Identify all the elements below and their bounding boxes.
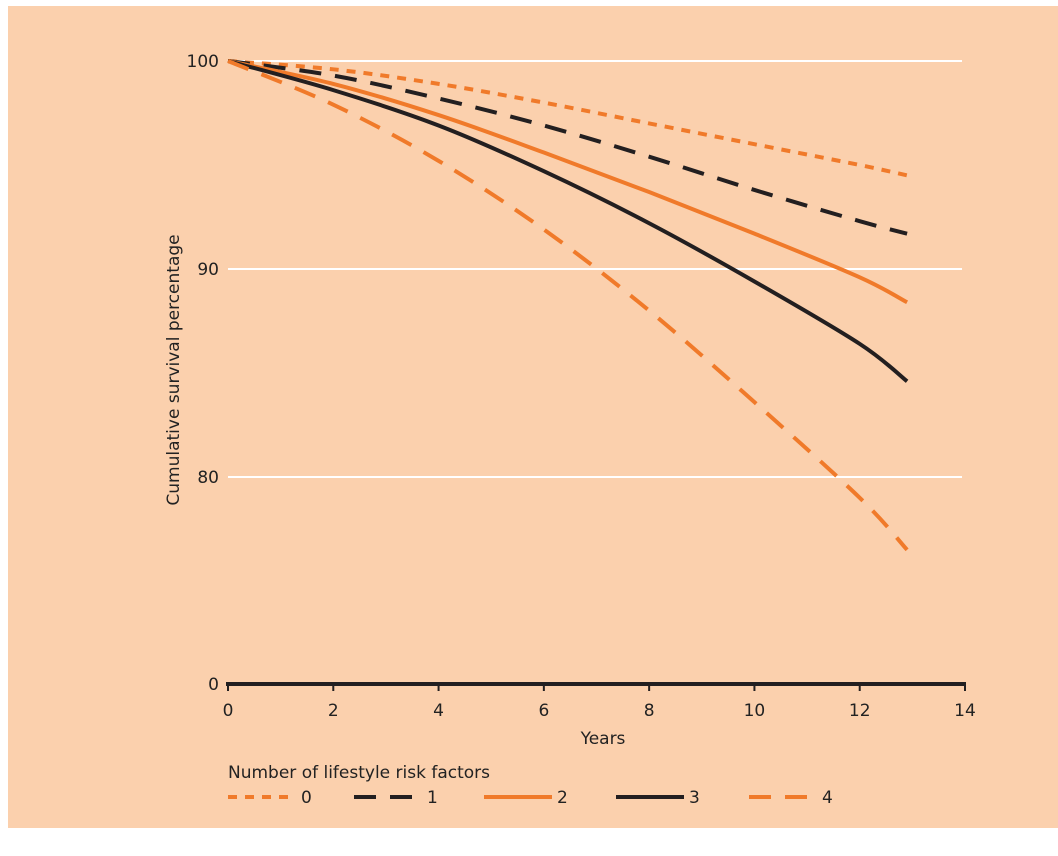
gridlines <box>228 60 962 478</box>
x-tick-label: 4 <box>433 701 444 721</box>
series-line-3 <box>227 59 909 383</box>
y-tick-label: 90 <box>197 260 219 280</box>
y-tick-label: 0 <box>208 675 219 695</box>
series-lines <box>227 59 909 552</box>
x-axis-label: Years <box>580 729 626 749</box>
series-line-1 <box>227 59 908 236</box>
legend-label-1: 1 <box>427 788 438 808</box>
x-tick-label: 6 <box>538 701 549 721</box>
y-axis-label: Cumulative survival percentage <box>164 234 184 505</box>
x-tick-label: 14 <box>954 701 976 721</box>
y-tick-label: 80 <box>197 468 219 488</box>
legend-label-3: 3 <box>689 788 700 808</box>
legend: 0 1 2 3 4 <box>228 788 833 808</box>
series-line-0 <box>227 59 908 178</box>
y-tick-label: 100 <box>187 52 219 72</box>
legend-label-2: 2 <box>557 788 568 808</box>
x-tick-label: 0 <box>223 701 234 721</box>
chart-panel <box>8 6 1058 828</box>
x-tick-label: 12 <box>849 701 871 721</box>
legend-title: Number of lifestyle risk factors <box>228 763 490 783</box>
x-tick-label: 2 <box>328 701 339 721</box>
x-axis-ticks: 0 2 4 6 8 10 12 14 <box>223 684 976 721</box>
y-axis-ticks: 0 80 90 100 <box>187 52 219 695</box>
legend-label-0: 0 <box>301 788 312 808</box>
series-line-2 <box>227 59 909 305</box>
x-tick-label: 8 <box>644 701 655 721</box>
series-line-4 <box>227 59 909 552</box>
x-tick-label: 10 <box>744 701 766 721</box>
legend-label-4: 4 <box>822 788 833 808</box>
